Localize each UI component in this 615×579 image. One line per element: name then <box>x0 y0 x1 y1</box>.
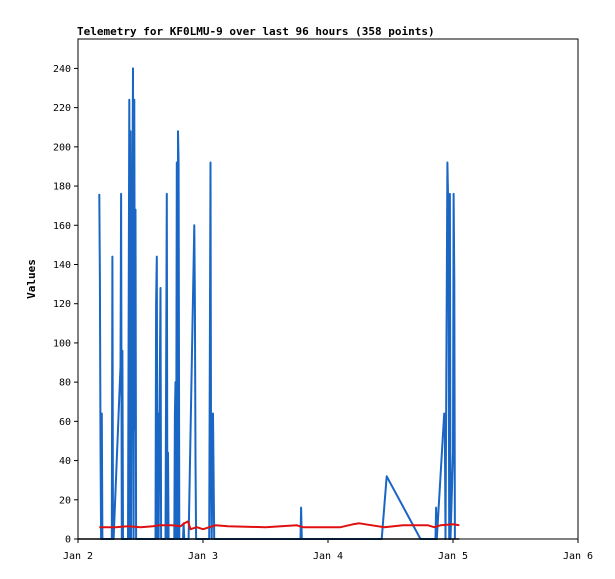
y-axis-label: Values <box>25 259 38 299</box>
y-tick-label: 60 <box>59 417 71 428</box>
y-tick-label: 220 <box>53 103 71 114</box>
chart-title: Telemetry for KF0LMU-9 over last 96 hour… <box>77 25 435 38</box>
x-tick-label: Jan 5 <box>438 551 468 562</box>
y-tick-label: 120 <box>53 299 71 310</box>
x-tick-label: Jan 4 <box>313 551 343 562</box>
y-tick-label: 40 <box>59 456 71 467</box>
y-axis: 0 20 40 60 80 100 120 140 160 180 200 220 240 <box>53 64 78 546</box>
y-tick-label: 160 <box>53 221 71 232</box>
y-tick-label: 240 <box>53 64 71 75</box>
x-tick-label: Jan 2 <box>63 551 93 562</box>
y-tick-label: 100 <box>53 338 71 349</box>
x-axis: Jan 2 Jan 3 Jan 4 Jan 5 Jan 6 <box>63 539 593 562</box>
y-tick-label: 20 <box>59 495 71 506</box>
series-layer <box>78 67 460 540</box>
y-tick-label: 200 <box>53 142 71 153</box>
x-tick-label: Jan 6 <box>563 551 593 562</box>
y-tick-label: 140 <box>53 260 71 271</box>
y-tick-label: 80 <box>59 378 71 389</box>
plot-area-frame <box>77 38 579 540</box>
y-tick-label: 0 <box>65 535 71 546</box>
x-tick-label: Jan 3 <box>188 551 218 562</box>
series-line-blue <box>98 67 456 540</box>
y-tick-label: 180 <box>53 182 71 193</box>
series-line-red <box>99 520 460 531</box>
